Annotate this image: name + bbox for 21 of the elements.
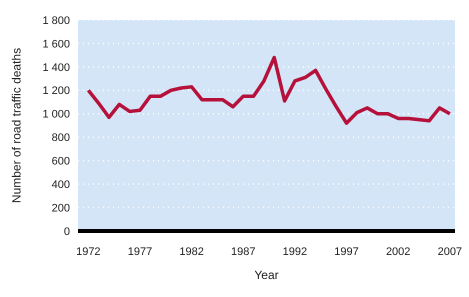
x-tick-label: 1977 [128, 246, 152, 258]
y-tick-label: 0 [64, 226, 70, 238]
x-axis-title: Year [254, 268, 279, 282]
y-tick-label: 200 [52, 202, 70, 214]
y-tick-label: 1 400 [42, 62, 70, 74]
line-series [86, 56, 452, 125]
x-tick-label: 1997 [334, 246, 359, 258]
x-tick-label: 2002 [386, 246, 410, 258]
x-tick-label: 2007 [438, 246, 462, 258]
y-tick-label: 1 200 [42, 85, 70, 98]
x-tick-label: 1972 [76, 246, 101, 258]
y-tick-label: 600 [52, 156, 70, 168]
y-axis-title: Number of road traffic deaths [9, 48, 24, 204]
y-tick-label: 1 600 [42, 38, 70, 50]
x-tick-label: 1992 [282, 246, 308, 258]
y-tick-label: 1 800 [42, 14, 70, 27]
x-tick-label: 1982 [179, 246, 204, 258]
y-tick-label: 1 000 [42, 108, 70, 121]
y-tick-label: 800 [52, 132, 70, 144]
y-tick-label: 400 [52, 179, 70, 192]
x-tick-label: 1987 [231, 246, 256, 258]
